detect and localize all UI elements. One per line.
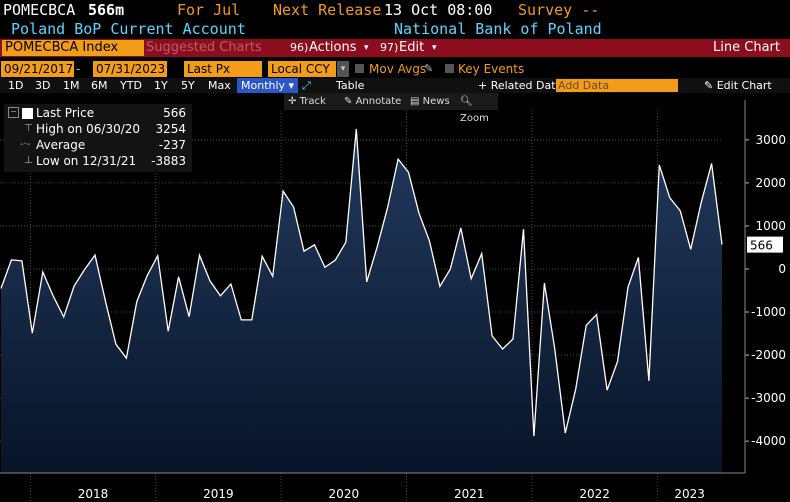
series-line <box>0 128 723 437</box>
price-field[interactable]: Last Px <box>184 61 262 77</box>
edit-chart-button[interactable]: ✎ Edit Chart <box>704 79 772 92</box>
mov-avgs-checkbox[interactable] <box>355 64 364 73</box>
key-events-label[interactable]: Key Events <box>458 62 525 76</box>
actions-chevron-icon: ▾ <box>364 43 369 53</box>
y-tick-label: -1000 <box>751 305 786 319</box>
average-marker-icon: -·- <box>20 139 31 150</box>
mov-avgs-label[interactable]: Mov Avgs <box>369 62 427 76</box>
start-date-field[interactable]: 09/21/2017 <box>1 61 74 77</box>
legend-avg-label: Average <box>36 138 86 152</box>
y-tick-label: -4000 <box>751 434 786 448</box>
params-bar: 09/21/2017 - 07/31/2023 Last Px Local CC… <box>0 60 790 78</box>
survey-label: Survey -- <box>518 1 600 19</box>
add-data-input[interactable]: Add Data <box>556 79 678 92</box>
x-tick-label: 2022 <box>579 487 610 501</box>
actions-number: 96) <box>290 41 309 54</box>
ticker-field[interactable]: POMECBCA Index <box>2 40 144 56</box>
track-button[interactable]: ✛ Track <box>288 96 326 107</box>
date-separator: - <box>76 62 81 76</box>
end-date-field[interactable]: 07/31/2023 <box>93 61 167 77</box>
edit-number: 97) <box>380 41 399 54</box>
line-chart-icon[interactable]: ⤢ <box>302 79 311 92</box>
legend-high-label: High on 06/30/20 <box>36 122 141 136</box>
period-ytd[interactable]: YTD <box>120 79 142 92</box>
next-release-value: 13 Oct 08:00 <box>384 1 493 19</box>
y-tick-label: 3000 <box>755 133 786 147</box>
frequency-selector[interactable]: Monthly ▾ <box>237 78 299 93</box>
edit-menu[interactable]: Edit <box>399 40 425 55</box>
for-period: For Jul <box>177 1 241 19</box>
y-tick-label: -2000 <box>751 348 786 362</box>
chart-type-label[interactable]: Line Chart <box>713 40 780 55</box>
suggested-charts-button[interactable]: Suggested Charts <box>146 40 262 55</box>
x-tick-label: 2023 <box>674 487 705 501</box>
pencil-icon[interactable]: ✎ <box>424 62 434 75</box>
legend-low-label: Low on 12/31/21 <box>36 154 137 168</box>
legend: − Last Price 566 ⊤ High on 06/30/20 3254… <box>4 104 192 172</box>
currency-field[interactable]: Local CCY <box>268 61 336 77</box>
frequency-label: Monthly <box>241 79 286 92</box>
header-line-1: POMECBCA 566m For Jul Next Release 13 Oc… <box>0 0 790 20</box>
x-tick-label: 2018 <box>78 487 109 501</box>
last-value-tag-label: 566 <box>750 239 773 253</box>
period-5y[interactable]: 5Y <box>181 79 195 92</box>
periods-bar: 1D 3D 1M 6M YTD 1Y 5Y Max Monthly ▾ ⤢ Ta… <box>0 78 790 93</box>
legend-last-row: − Last Price 566 <box>4 105 192 121</box>
legend-last-label: Last Price <box>36 106 95 120</box>
period-1m[interactable]: 1M <box>63 79 80 92</box>
period-1y[interactable]: 1Y <box>154 79 168 92</box>
collapse-icon[interactable]: − <box>8 107 19 118</box>
actions-menu[interactable]: Actions <box>309 40 357 55</box>
currency-dropdown-icon[interactable]: ▾ <box>337 61 349 77</box>
tools-bar: ✛ Track ✎ Annotate ▤ News 🔍︎ Zoom <box>284 93 498 124</box>
series-area <box>1 128 722 473</box>
low-marker-icon: ⊥ <box>24 155 33 166</box>
toolbar: POMECBCA Index Suggested Charts 96) Acti… <box>0 39 790 57</box>
key-events-checkbox[interactable] <box>445 64 454 73</box>
edit-chart-label: Edit Chart <box>716 79 772 92</box>
track-label: Track <box>299 96 326 107</box>
annotate-label: Annotate <box>355 96 402 107</box>
legend-last-value: 566 <box>163 106 186 120</box>
legend-avg-row: -·- Average -237 <box>4 137 192 153</box>
legend-high-row: ⊤ High on 06/30/20 3254 <box>4 121 192 137</box>
ticker-short: POMECBCA <box>3 1 76 19</box>
news-label: News <box>422 96 450 107</box>
legend-low-value: -3883 <box>151 154 186 168</box>
source-name: National Bank of Poland <box>394 20 602 38</box>
table-button[interactable]: Table <box>336 79 365 92</box>
x-tick-label: 2020 <box>329 487 360 501</box>
edit-chevron-icon: ▾ <box>432 43 437 53</box>
x-tick-label: 2019 <box>203 487 234 501</box>
y-tick-label: 1000 <box>755 219 786 233</box>
period-3d[interactable]: 3D <box>35 79 51 92</box>
last-value: 566m <box>88 1 125 19</box>
related-data-button[interactable]: + Related Dat <box>478 79 556 92</box>
zoom-button[interactable]: 🔍︎ Zoom <box>460 96 489 124</box>
period-6m[interactable]: 6M <box>91 79 108 92</box>
y-tick-label: 0 <box>778 262 786 276</box>
legend-high-value: 3254 <box>155 122 186 136</box>
legend-low-row: ⊥ Low on 12/31/21 -3883 <box>4 153 192 169</box>
last-price-swatch <box>22 108 33 119</box>
period-max[interactable]: Max <box>208 79 231 92</box>
last-value-tag <box>747 236 783 253</box>
header-line-2: Poland BoP Current Account National Bank… <box>0 20 790 39</box>
zoom-label: Zoom <box>460 113 489 124</box>
annotate-button[interactable]: ✎ Annotate <box>344 96 402 107</box>
next-release-label: Next Release <box>273 1 382 19</box>
period-1d[interactable]: 1D <box>8 79 24 92</box>
news-button[interactable]: ▤ News <box>410 96 450 107</box>
legend-avg-value: -237 <box>158 138 186 152</box>
y-tick-label: -3000 <box>751 391 786 405</box>
x-tick-label: 2021 <box>454 487 485 501</box>
security-name: Poland BoP Current Account <box>11 20 246 38</box>
high-marker-icon: ⊤ <box>24 123 33 134</box>
axes: 3000 2000 1000 0 -1000 -2000 -3000 -4000 2018 201… <box>0 100 786 501</box>
y-tick-label: 2000 <box>755 176 786 190</box>
